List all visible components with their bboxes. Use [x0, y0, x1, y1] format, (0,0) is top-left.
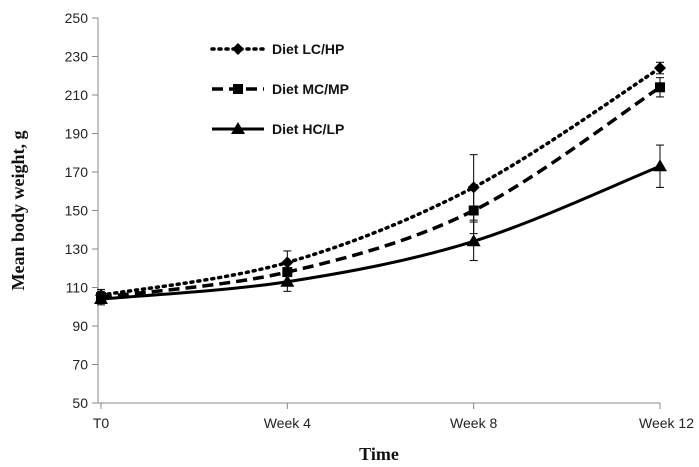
- y-axis-title: Mean body weight, g: [8, 130, 28, 290]
- x-tick-label: Week 12: [639, 415, 694, 431]
- y-tick-label: 150: [65, 203, 89, 219]
- legend-label: Diet MC/MP: [272, 81, 349, 97]
- y-tick-label: 70: [72, 357, 88, 373]
- legend-marker: [233, 84, 243, 94]
- data-point: [466, 234, 481, 247]
- y-tick-label: 250: [65, 10, 89, 26]
- series-triangle: [94, 144, 667, 306]
- series-line: [99, 66, 662, 297]
- y-tick-label: 50: [72, 395, 88, 411]
- axes: [92, 17, 661, 409]
- data-point: [280, 274, 295, 287]
- y-tick-label: 90: [72, 318, 88, 334]
- x-tick-label: Week 4: [264, 415, 311, 431]
- series-group: [94, 61, 667, 306]
- series-line: [100, 85, 661, 299]
- x-axis-title: Time: [359, 444, 399, 464]
- data-point: [94, 292, 108, 305]
- x-tick-labels: T0 Week 4 Week 8 Week 12: [93, 415, 694, 431]
- legend: Diet LC/HP Diet MC/MP Diet HC/LP: [210, 41, 349, 137]
- data-point: [653, 159, 667, 172]
- y-tick-labels: 50 70 90 110 130 150 170 190 210 230 250: [65, 10, 89, 411]
- y-tick-label: 230: [65, 49, 89, 65]
- x-tick-label: T0: [93, 415, 110, 431]
- data-point: [655, 82, 665, 93]
- x-tick-label: Week 8: [450, 415, 497, 431]
- series-line: [100, 164, 661, 301]
- series-square: [96, 77, 665, 304]
- legend-label: Diet HC/LP: [272, 121, 344, 137]
- y-tick-label: 210: [65, 87, 89, 103]
- y-tick-label: 190: [65, 126, 89, 142]
- legend-label: Diet LC/HP: [272, 41, 344, 57]
- y-tick-label: 170: [65, 164, 89, 180]
- y-tick-label: 110: [66, 280, 89, 296]
- legend-marker: [232, 43, 244, 55]
- data-point: [654, 62, 666, 75]
- y-tick-label: 130: [65, 241, 89, 257]
- data-point: [468, 205, 479, 216]
- legend-marker: [231, 122, 245, 134]
